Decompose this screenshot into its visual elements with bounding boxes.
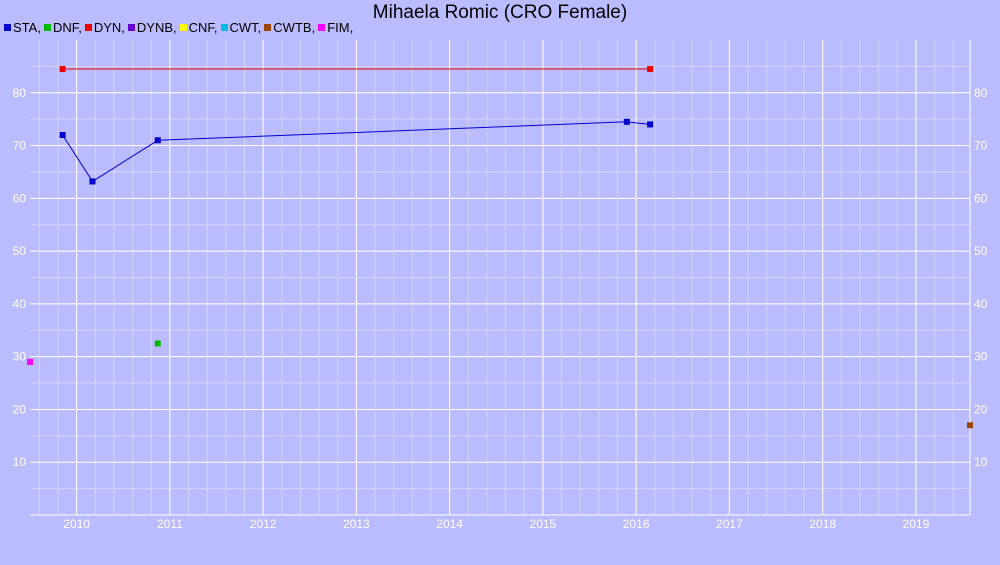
legend-item: CWT, bbox=[220, 20, 262, 35]
data-point-sta bbox=[647, 121, 654, 128]
legend-item: STA, bbox=[4, 20, 41, 35]
x-tick-label: 2015 bbox=[530, 517, 557, 531]
x-tick-label: 2011 bbox=[157, 517, 183, 531]
y-tick-label-right: 20 bbox=[974, 402, 988, 416]
x-tick-label: 2018 bbox=[809, 517, 836, 531]
legend-swatch bbox=[318, 24, 326, 31]
legend-label: CWT, bbox=[229, 20, 262, 35]
x-tick-label: 2013 bbox=[343, 517, 370, 531]
legend-swatch bbox=[220, 24, 228, 31]
legend-item: DYN, bbox=[84, 20, 125, 35]
x-tick-label: 2016 bbox=[623, 517, 650, 531]
chart-title: Mihaela Romic (CRO Female) bbox=[372, 2, 628, 23]
y-tick-label-right: 40 bbox=[974, 297, 988, 311]
data-point-dyn bbox=[647, 66, 654, 73]
y-tick-label-left: 30 bbox=[13, 350, 27, 364]
legend-item: CWTB, bbox=[264, 20, 315, 35]
data-point-fim bbox=[27, 358, 33, 365]
y-tick-label-left: 20 bbox=[13, 402, 27, 416]
y-tick-label-left: 80 bbox=[13, 86, 27, 100]
legend-swatch bbox=[127, 24, 135, 31]
legend-swatch bbox=[4, 24, 11, 31]
legend: STA, DNF, DYN, DYNB, CNF, CWT, CWTB, FIM, bbox=[4, 20, 356, 35]
y-tick-label-left: 60 bbox=[13, 191, 27, 205]
y-tick-label-right: 10 bbox=[974, 455, 988, 469]
legend-swatch bbox=[264, 24, 272, 31]
data-point-dyn bbox=[59, 66, 66, 73]
x-tick-label: 2017 bbox=[716, 517, 743, 531]
legend-label: DYN, bbox=[93, 20, 125, 35]
x-tick-label: 2010 bbox=[63, 517, 90, 531]
x-tick-label: 2012 bbox=[250, 517, 277, 531]
legend-label: DYNB, bbox=[136, 20, 177, 35]
data-point-cwtb bbox=[967, 422, 973, 429]
legend-item: DYNB, bbox=[127, 20, 177, 35]
legend-swatch bbox=[179, 24, 187, 31]
legend-swatch bbox=[43, 24, 51, 31]
legend-item: DNF, bbox=[43, 20, 82, 35]
data-point-sta bbox=[89, 178, 96, 185]
x-tick-label: 2014 bbox=[436, 517, 463, 531]
data-point-sta bbox=[154, 137, 161, 144]
data-point-sta bbox=[59, 132, 66, 138]
data-point-dnf bbox=[154, 340, 161, 347]
legend-label: STA, bbox=[13, 20, 41, 35]
legend-label: FIM, bbox=[327, 20, 354, 35]
x-tick-label: 2019 bbox=[903, 517, 930, 531]
y-tick-label-right: 50 bbox=[974, 244, 988, 258]
y-tick-label-left: 50 bbox=[13, 244, 27, 258]
legend-item: CNF, bbox=[179, 20, 218, 35]
y-tick-label-right: 30 bbox=[974, 350, 988, 364]
legend-label: DNF, bbox=[52, 20, 82, 35]
y-tick-label-left: 70 bbox=[13, 139, 27, 153]
legend-label: CWTB, bbox=[273, 20, 316, 35]
y-tick-label-right: 70 bbox=[974, 139, 988, 153]
y-tick-label-right: 80 bbox=[974, 86, 988, 100]
legend-swatch bbox=[84, 24, 92, 31]
legend-item: FIM, bbox=[318, 20, 353, 35]
data-point-sta bbox=[623, 118, 630, 125]
y-tick-label-left: 10 bbox=[13, 455, 27, 469]
y-tick-label-right: 60 bbox=[974, 191, 988, 205]
legend-label: CNF, bbox=[188, 20, 218, 35]
y-tick-label-left: 40 bbox=[13, 297, 27, 311]
